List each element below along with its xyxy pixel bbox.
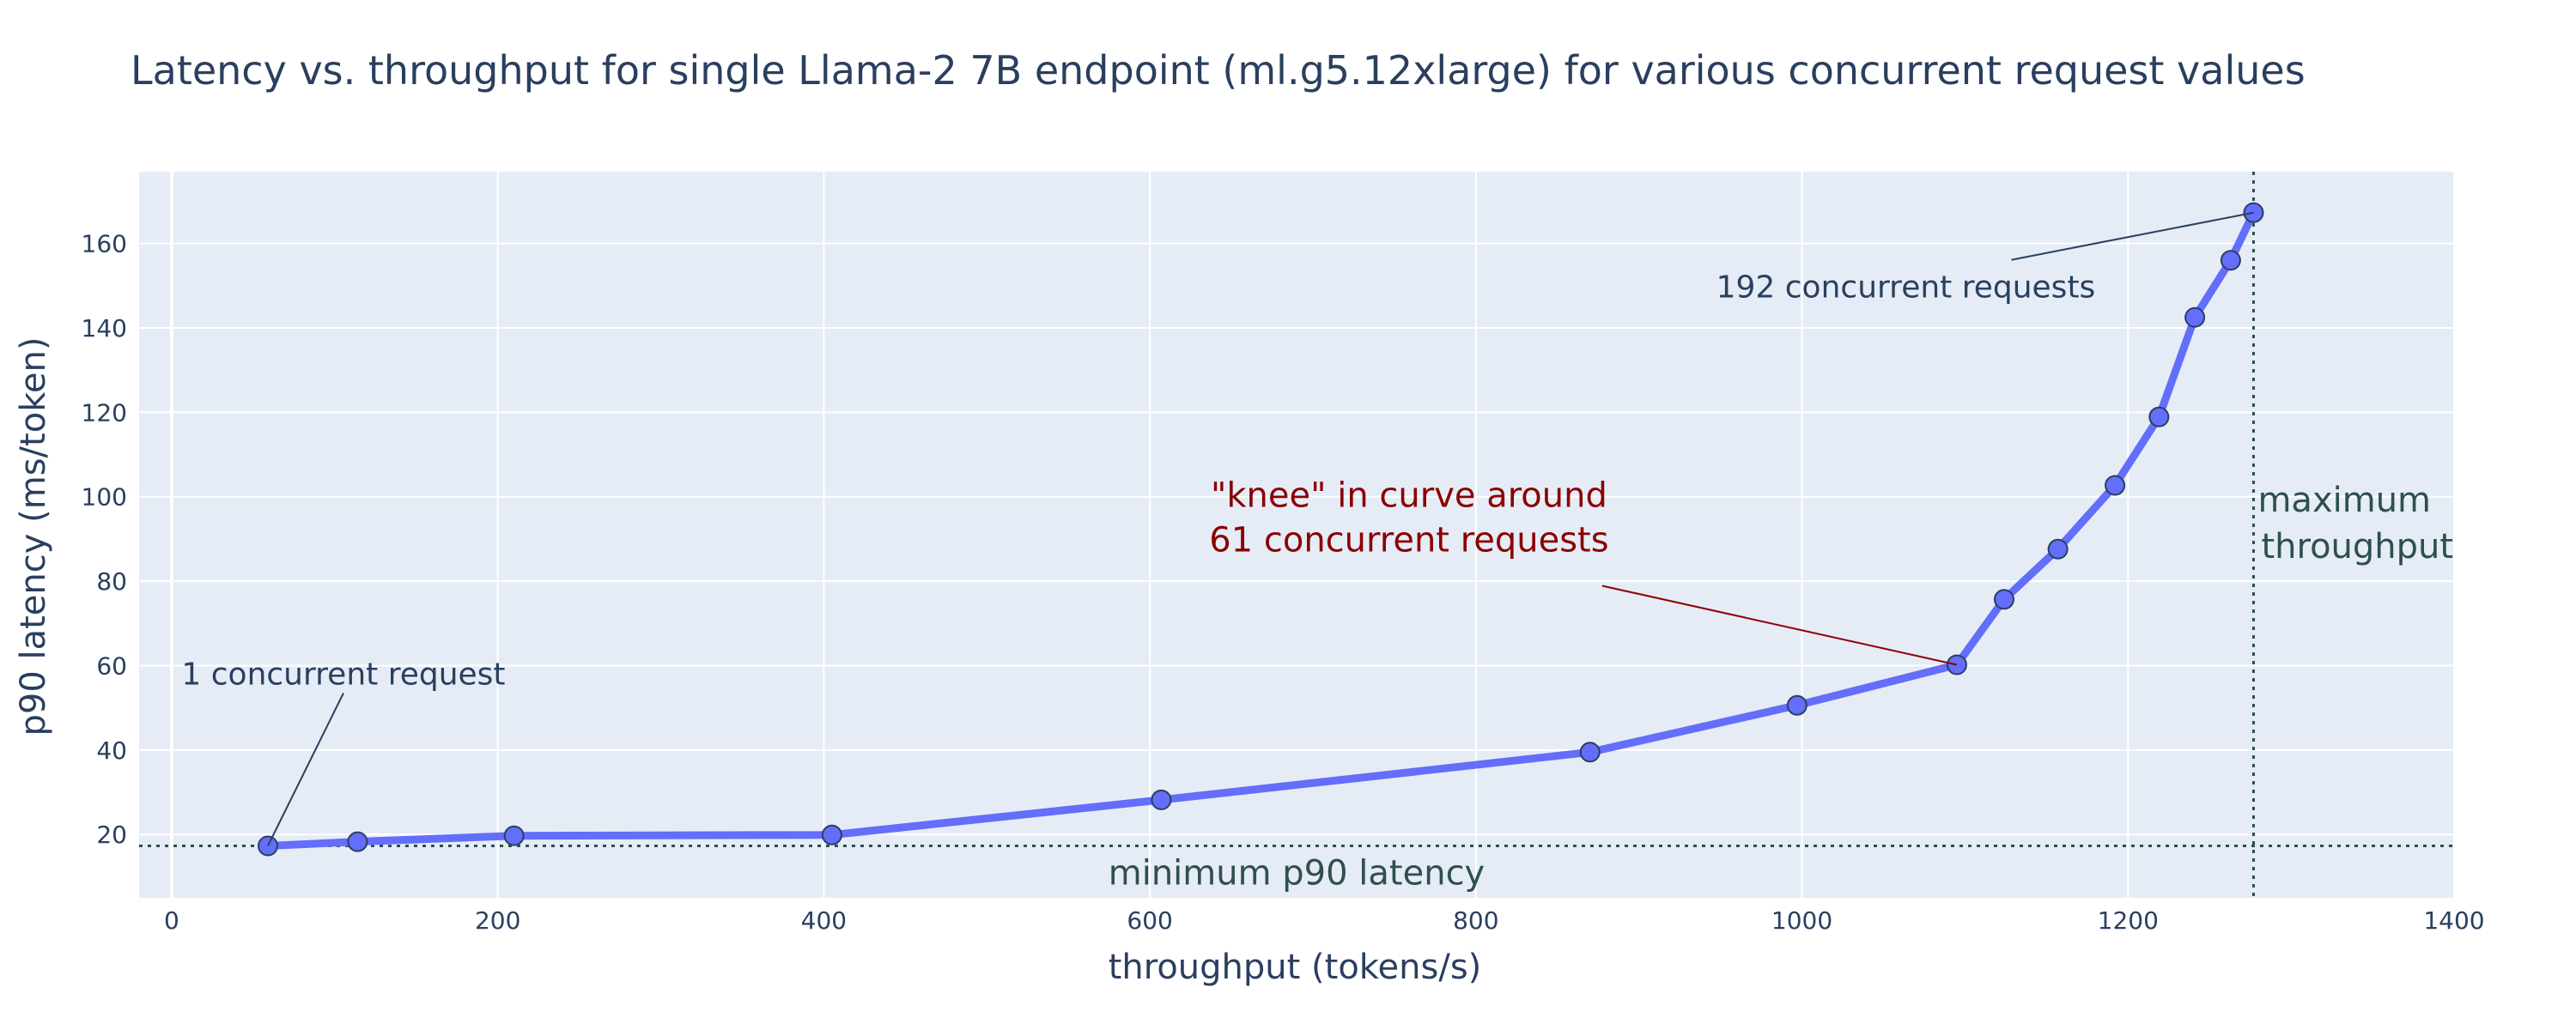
data-point bbox=[503, 825, 525, 846]
data-point bbox=[1151, 789, 1172, 810]
data-point bbox=[2184, 306, 2206, 328]
min-latency-label: minimum p90 latency bbox=[1109, 854, 1485, 894]
tick-labels: 0 200 400 600 800 1000 1200 1400 20 40 60 80 100 120 1… bbox=[82, 230, 2485, 935]
x-tick-label: 800 bbox=[1453, 906, 1498, 935]
y-tick-label: 80 bbox=[96, 567, 127, 596]
annotation-1-request-text: 1 concurrent request bbox=[181, 657, 505, 693]
x-tick-label: 0 bbox=[164, 906, 179, 935]
y-tick-label: 100 bbox=[82, 483, 127, 512]
annotation-knee-text: "knee" in curve around 61 concurrent requ… bbox=[1209, 476, 1608, 560]
x-tick-label: 400 bbox=[801, 906, 847, 935]
annotation-192-requests-line: 192 concurrent requests bbox=[1716, 270, 2096, 306]
x-tick-label: 1200 bbox=[2098, 906, 2159, 935]
y-tick-label: 160 bbox=[82, 230, 127, 258]
reference-lines: minimum p90 latency maximum throughput bbox=[139, 172, 2454, 898]
data-point bbox=[2220, 250, 2241, 271]
data-point bbox=[2243, 202, 2264, 223]
max-throughput-label-line: maximum bbox=[2257, 481, 2431, 520]
x-tick-label: 1000 bbox=[1771, 906, 1832, 935]
x-tick-label: 1400 bbox=[2423, 906, 2484, 935]
data-point bbox=[1786, 694, 1807, 716]
annotation-knee-line: 61 concurrent requests bbox=[1209, 520, 1608, 560]
data-point bbox=[821, 824, 842, 845]
chart-title: Latency vs. throughput for single Llama-… bbox=[131, 47, 2306, 94]
data-point bbox=[347, 831, 368, 852]
max-throughput-label: maximum throughput bbox=[2257, 481, 2453, 566]
annotation-1-request-line: 1 concurrent request bbox=[181, 657, 505, 693]
y-tick-label: 40 bbox=[96, 736, 127, 765]
annotation-knee-arrow bbox=[1601, 585, 1958, 666]
data-point bbox=[1579, 742, 1601, 763]
annotation-1-request-arrow bbox=[267, 693, 344, 846]
x-tick-label: 200 bbox=[475, 906, 520, 935]
y-axis-title: p90 latency (ms/token) bbox=[14, 337, 53, 736]
x-tick-label: 600 bbox=[1127, 906, 1172, 935]
annotation-192-requests-text: 192 concurrent requests bbox=[1716, 270, 2096, 306]
y-tick-label: 120 bbox=[82, 398, 127, 427]
data-point bbox=[2148, 406, 2170, 427]
data-point bbox=[1993, 589, 2014, 610]
annotation-192-requests-arrow bbox=[2011, 211, 2254, 261]
annotations: 1 concurrent request "knee" in curve arou… bbox=[181, 211, 2254, 846]
x-axis-title: throughput (tokens/s) bbox=[1109, 948, 1482, 987]
y-tick-label: 140 bbox=[82, 314, 127, 342]
annotation-knee-line: "knee" in curve around bbox=[1211, 476, 1607, 515]
data-point bbox=[2105, 475, 2126, 496]
data-point bbox=[2047, 538, 2069, 560]
y-tick-label: 60 bbox=[96, 651, 127, 680]
y-tick-label: 20 bbox=[96, 821, 127, 849]
max-throughput-label-line: throughput bbox=[2261, 527, 2453, 566]
